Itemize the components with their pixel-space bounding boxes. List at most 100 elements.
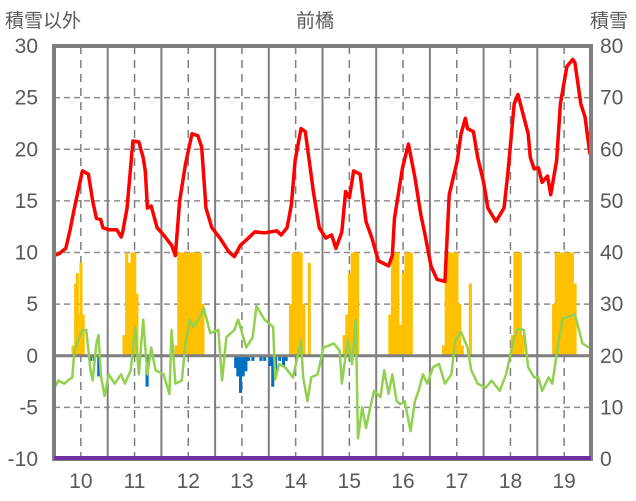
bar-positive [201, 304, 205, 356]
y-tick-left: -10 [8, 448, 38, 471]
bar-negative [259, 355, 263, 361]
bar-positive [296, 252, 301, 356]
right-axis-label: 積雪 [590, 10, 629, 32]
bar-positive [409, 252, 413, 356]
bar-positive [71, 345, 75, 356]
y-tick-left: 5 [26, 293, 38, 316]
bar-positive [182, 252, 186, 356]
bar-positive [187, 252, 192, 356]
bar-positive [560, 252, 564, 356]
y-tick-right: 70 [600, 87, 623, 110]
x-tick: 13 [230, 470, 253, 493]
green_line [52, 304, 590, 440]
bar-negative [244, 355, 248, 372]
bar-positive [81, 314, 85, 356]
bar-positive [75, 273, 79, 356]
y-tick-right: 80 [600, 35, 623, 58]
bar-positive [452, 252, 456, 356]
bar-positive [130, 252, 134, 356]
y-tick-right: 40 [600, 242, 623, 265]
bar-positive [401, 273, 405, 356]
bar-negative [284, 355, 288, 361]
bar-positive [345, 314, 349, 356]
bar-positive [562, 252, 566, 356]
y-tick-left: -5 [19, 396, 38, 419]
bar-positive [288, 304, 293, 356]
bar-positive [299, 252, 303, 356]
x-tick: 16 [391, 470, 414, 493]
bar-positive [133, 252, 137, 356]
x-tick: 10 [69, 470, 92, 493]
x-tick: 18 [499, 470, 522, 493]
red_line [53, 57, 592, 284]
bar-positive [356, 252, 360, 356]
bar-positive [399, 324, 403, 356]
bar-positive [125, 252, 129, 356]
x-tick: 12 [177, 470, 200, 493]
bar-positive [557, 252, 561, 356]
bar-positive [393, 252, 397, 356]
bar-positive [196, 252, 200, 356]
bar-positive [388, 314, 392, 356]
bar-positive [444, 252, 448, 356]
bar-positive [135, 293, 139, 356]
bar-positive [291, 252, 295, 356]
bar-negative [271, 355, 275, 387]
bar-negative [241, 355, 245, 377]
bar-positive [460, 345, 464, 356]
bar-positive [122, 335, 126, 356]
bar-negative [268, 355, 272, 367]
bar-negative [247, 355, 251, 361]
y-tick-right: 30 [600, 293, 623, 316]
bar-negative [281, 355, 286, 367]
bar-positive [552, 304, 556, 356]
bar-positive [127, 262, 131, 356]
bar-positive [518, 252, 522, 356]
bar-positive [565, 252, 569, 356]
y-tick-left: 0 [26, 345, 38, 368]
bar-positive [185, 252, 189, 356]
y-tick-left: 10 [15, 242, 38, 265]
bar-positive [513, 252, 517, 356]
bar-positive [294, 252, 298, 356]
bar-negative [234, 355, 238, 369]
left-axis-label: 積雪以外 [5, 10, 82, 32]
bar-positive [302, 304, 306, 356]
bar-positive [396, 252, 400, 356]
bar-positive [74, 283, 78, 356]
bar-positive [190, 252, 194, 356]
bar-positive [177, 252, 181, 356]
bar-positive [570, 252, 574, 356]
x-tick: 14 [284, 470, 308, 493]
bar-positive [348, 273, 352, 356]
bar-positive [447, 252, 451, 356]
bar-positive [458, 304, 462, 356]
bar-positive [79, 262, 83, 356]
bar-positive [516, 252, 520, 356]
y-tick-right: 0 [600, 448, 612, 471]
bar-positive [404, 252, 408, 356]
y-tick-left: 15 [15, 190, 38, 213]
bar-positive [455, 252, 459, 356]
y-tick-right: 50 [600, 190, 623, 213]
bar-positive [568, 252, 572, 356]
y-tick-right: 10 [600, 396, 623, 419]
bar-positive [521, 335, 525, 356]
y-tick-right: 20 [600, 345, 623, 368]
bar-positive [441, 345, 446, 356]
y-tick-left: 25 [15, 87, 38, 110]
bar-negative [97, 355, 101, 377]
x-tick: 19 [552, 470, 575, 493]
x-tick: 15 [338, 470, 361, 493]
bar-positive [193, 252, 197, 356]
bar-positive [342, 335, 346, 356]
bar-positive [468, 283, 472, 356]
bar-positive [450, 252, 454, 356]
bar-positive [179, 252, 184, 356]
y-tick-left: 30 [15, 35, 38, 58]
y-tick-right: 60 [600, 138, 623, 161]
chart-title: 前橋 [296, 10, 335, 32]
bar-positive [554, 252, 558, 356]
bar-positive [407, 252, 411, 356]
